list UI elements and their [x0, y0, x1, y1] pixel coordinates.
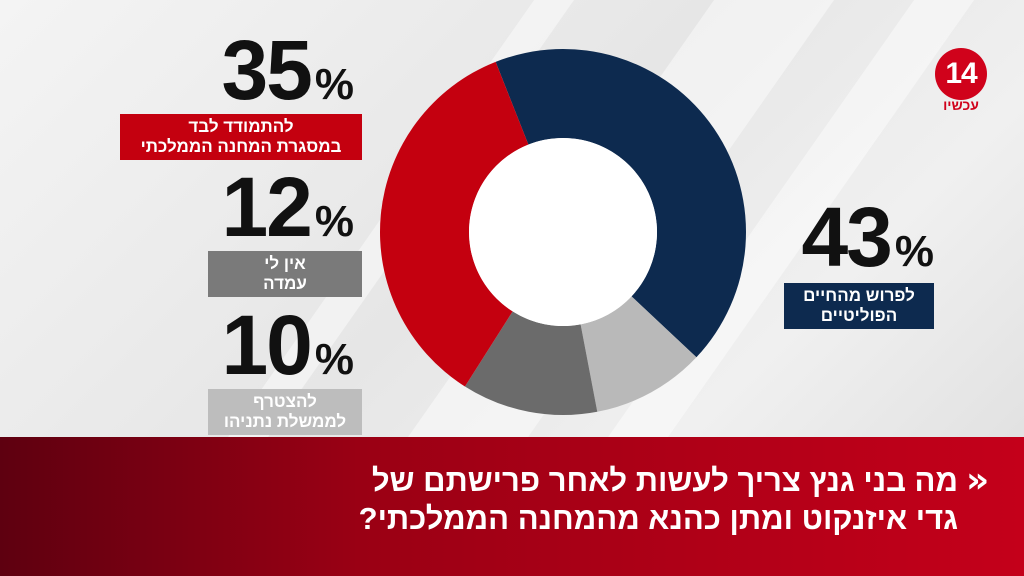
donut-slice-10 — [580, 296, 697, 412]
channel-logo-subtitle: עכשיו — [943, 97, 979, 113]
label-10: להצטרף לממשלת נתניהו — [208, 389, 362, 435]
label-35: להתמודד לבד במסגרת המחנה הממלכתי — [120, 114, 362, 160]
stat-independent: 35% להתמודד לבד במסגרת המחנה הממלכתי — [120, 28, 362, 160]
stat-politics: 43% לפרוש מהחיים הפוליטיים — [780, 195, 934, 329]
donut-slice-12 — [464, 311, 598, 415]
stat-join-netanyahu: 10% להצטרף לממשלת נתניהו — [200, 303, 362, 435]
donut-slice-35 — [380, 61, 529, 387]
channel-14-logo: 14 — [935, 48, 987, 100]
stat-no-opinion: 12% אין לי עמדה — [200, 165, 362, 297]
pct-10: 10% — [221, 298, 354, 392]
label-12: אין לי עמדה — [208, 251, 362, 297]
double-chevron-icon: » — [966, 460, 990, 501]
pct-43: 43% — [801, 190, 934, 284]
label-43: לפרוש מהחיים הפוליטיים — [784, 283, 934, 329]
question-banner — [0, 437, 1024, 576]
pct-12: 12% — [221, 160, 354, 254]
donut-hole — [469, 138, 657, 326]
poll-question: מה בני גנץ צריך לעשות לאחר פרישתם של גדי… — [358, 463, 958, 536]
donut-slice-43 — [495, 48, 746, 358]
pct-35: 35% — [221, 23, 354, 117]
